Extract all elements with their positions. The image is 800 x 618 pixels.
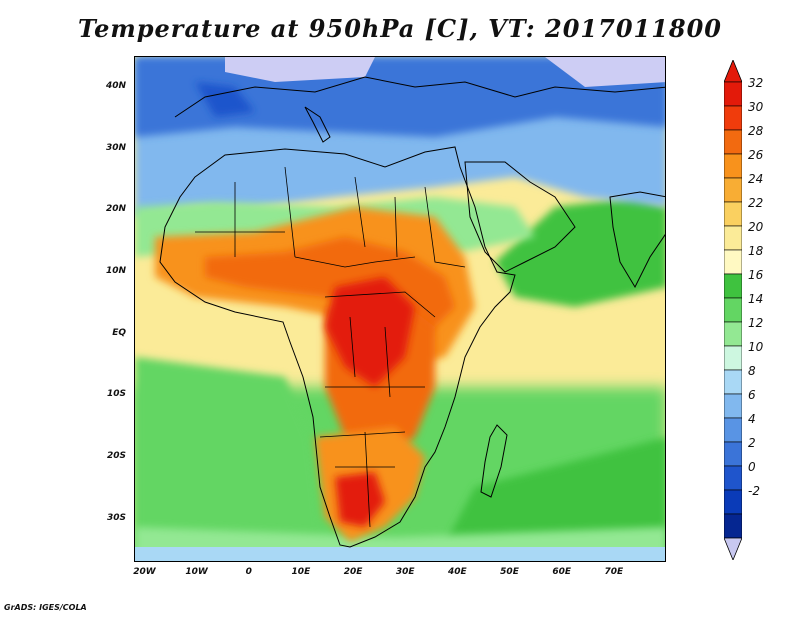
lat-tick-label: 30S: [106, 512, 126, 523]
colorbar-segment: [724, 201, 742, 227]
lat-tick-label: 40N: [105, 80, 126, 91]
colorbar-segment: [724, 393, 742, 419]
field-southwest-ocean: [135, 357, 325, 561]
colorbar-segment: [724, 81, 742, 107]
lon-tick-label: 20W: [133, 567, 156, 577]
colorbar-segment: [724, 489, 742, 515]
colorbar-tick-label: 16: [748, 268, 764, 282]
colorbar-segment: [724, 177, 742, 203]
lon-tick-label: 20E: [343, 567, 363, 577]
colorbar-segment: [724, 465, 742, 491]
arabian-peninsula-outline: [464, 161, 576, 273]
colorbar-segment: [724, 105, 742, 131]
colorbar-segment: [724, 321, 742, 347]
lon-tick-label: 60E: [552, 567, 572, 577]
lat-tick-label: 20S: [106, 451, 126, 462]
colorbar-tick-label: 22: [748, 196, 764, 210]
field-south-africa-hot: [335, 472, 385, 527]
colorbar-tick-label: 18: [748, 244, 764, 258]
colorbar-tick-label: 28: [748, 124, 764, 138]
lon-tick-label: 10E: [291, 567, 311, 577]
lat-tick-label: 30N: [105, 142, 126, 153]
country-borders: [195, 166, 466, 528]
colorbar-tick-label: 10: [748, 340, 764, 354]
lat-tick-label: 10N: [105, 265, 126, 276]
lat-tick-label: 10S: [106, 389, 126, 400]
lat-tick-label: EQ: [112, 327, 126, 338]
colorbar-segment: [724, 273, 742, 299]
page-title: Temperature at 950hPa [C], VT: 201701180…: [77, 14, 723, 43]
colorbar-tick-label: 8: [748, 364, 756, 378]
colorbar-tick-label: 20: [748, 220, 764, 234]
colorbar-segment: [724, 153, 742, 179]
colorbar-tick-label: 2: [748, 436, 756, 450]
lon-tick-label: 30E: [395, 567, 415, 577]
map-panel: [134, 56, 666, 562]
europe-coastline: [174, 76, 665, 118]
field-north-cap-east: [545, 57, 665, 87]
colorbar-segment: [724, 369, 742, 395]
colorbar: [724, 60, 742, 560]
lat-tick-label: 20N: [105, 204, 126, 215]
colorbar-segment: [724, 345, 742, 371]
field-indian-ocean-north: [495, 197, 665, 307]
lon-tick-label: 70E: [604, 567, 624, 577]
colorbar-tick-label: 14: [748, 292, 764, 306]
colorbar-over-arrow: [724, 60, 742, 83]
colorbar-segment: [724, 249, 742, 275]
colorbar-segment: [724, 129, 742, 155]
colorbar-tick-label: 24: [748, 172, 764, 186]
field-north-deep: [195, 82, 255, 117]
colorbar-tick-label: 4: [748, 412, 756, 426]
colorbar-segment: [724, 441, 742, 467]
colorbar-tick-label: 0: [748, 460, 756, 474]
field-south-deep: [135, 547, 665, 561]
temperature-map: [135, 57, 665, 561]
lon-tick-label: 0: [245, 567, 252, 577]
field-central-core: [325, 277, 415, 387]
colorbar-under-arrow: [724, 537, 742, 560]
madagascar-outline: [480, 424, 508, 498]
colorbar-tick-label: 32: [748, 76, 764, 90]
lon-tick-label: 40E: [448, 567, 467, 577]
colorbar-tick-label: -2: [748, 484, 760, 498]
africa-coastline: [159, 146, 516, 548]
colorbar-segment: [724, 417, 742, 443]
field-north-cap: [225, 57, 375, 82]
lon-tick-label: 10W: [185, 567, 208, 577]
colorbar-tick-label: 30: [748, 100, 764, 114]
colorbar-segment: [724, 513, 742, 539]
colorbar-tick-label: 12: [748, 316, 764, 330]
colorbar-segment: [724, 225, 742, 251]
colorbar-tick-label: 26: [748, 148, 764, 162]
colorbar-tick-label: 6: [748, 388, 756, 402]
colorbar-segment: [724, 297, 742, 323]
italy-outline: [304, 106, 331, 143]
lon-tick-label: 50E: [500, 567, 519, 577]
india-outline: [609, 191, 665, 289]
credit-text: GrADS: IGES/COLA: [4, 603, 87, 612]
